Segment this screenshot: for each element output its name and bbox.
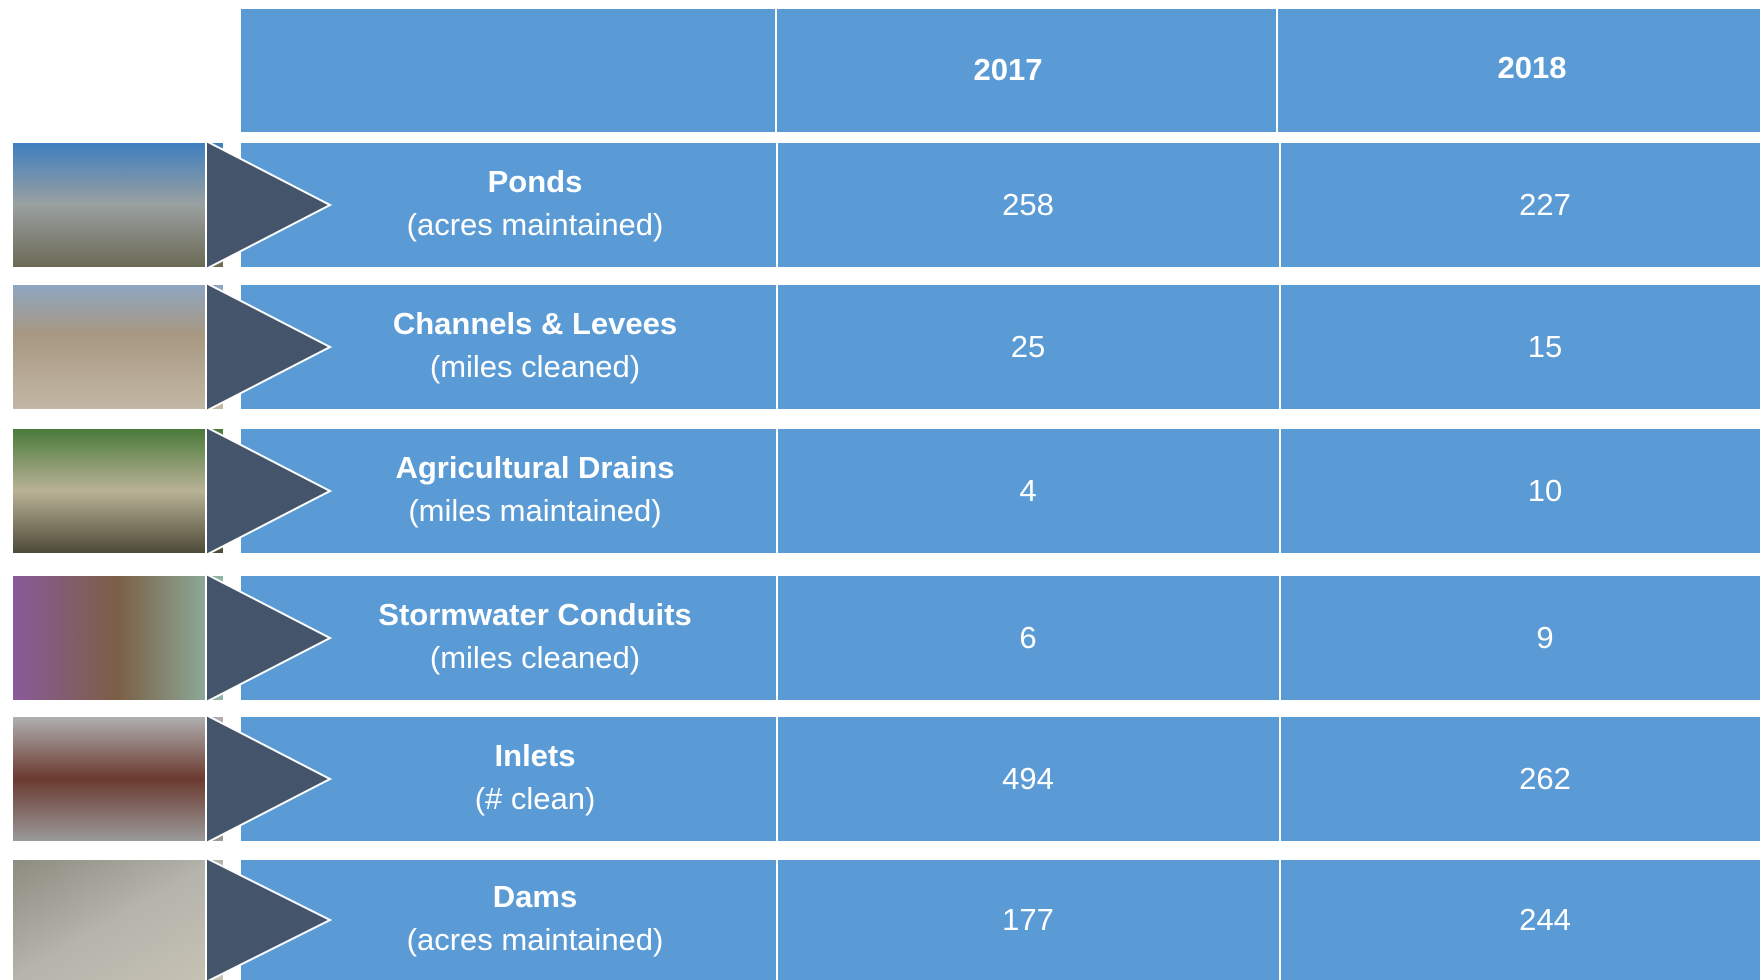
row-background	[241, 576, 1760, 700]
row-unit: (# clean)	[475, 781, 596, 816]
cell-value: 9	[1536, 620, 1553, 655]
cell-value: 177	[1002, 902, 1054, 937]
cell-value: 6	[1019, 620, 1036, 655]
row-name: Agricultural Drains	[395, 450, 674, 485]
photo	[13, 860, 223, 980]
cell-value: 494	[1002, 761, 1054, 796]
row-name: Ponds	[488, 164, 583, 199]
photo	[13, 576, 223, 700]
cell-value: 258	[1002, 187, 1054, 222]
cell-value: 15	[1528, 329, 1562, 364]
photo	[13, 717, 223, 841]
cell-value: 25	[1011, 329, 1045, 364]
column-header: 2017	[974, 52, 1043, 87]
cell-value: 4	[1019, 473, 1036, 508]
page: 2017 2018 Ponds (acres maintained) 258 227 C…	[0, 0, 1760, 980]
row-name: Dams	[493, 879, 577, 914]
cell-value: 10	[1528, 473, 1562, 508]
row-unit: (miles cleaned)	[430, 349, 640, 384]
cell-value: 227	[1519, 187, 1571, 222]
row-name: Inlets	[495, 738, 576, 773]
photo	[13, 429, 223, 553]
slide: 2017 2018 Ponds (acres maintained) 258 227 C…	[0, 0, 1760, 980]
cell-value: 262	[1519, 761, 1571, 796]
row-name: Stormwater Conduits	[378, 597, 691, 632]
photo	[13, 285, 223, 409]
photo	[13, 143, 223, 267]
cell-value: 244	[1519, 902, 1571, 937]
row-unit: (acres maintained)	[407, 207, 664, 242]
row-unit: (miles maintained)	[408, 493, 661, 528]
row-unit: (acres maintained)	[407, 922, 664, 957]
column-header: 2018	[1498, 50, 1567, 85]
row-name: Channels & Levees	[393, 306, 677, 341]
row-unit: (miles cleaned)	[430, 640, 640, 675]
